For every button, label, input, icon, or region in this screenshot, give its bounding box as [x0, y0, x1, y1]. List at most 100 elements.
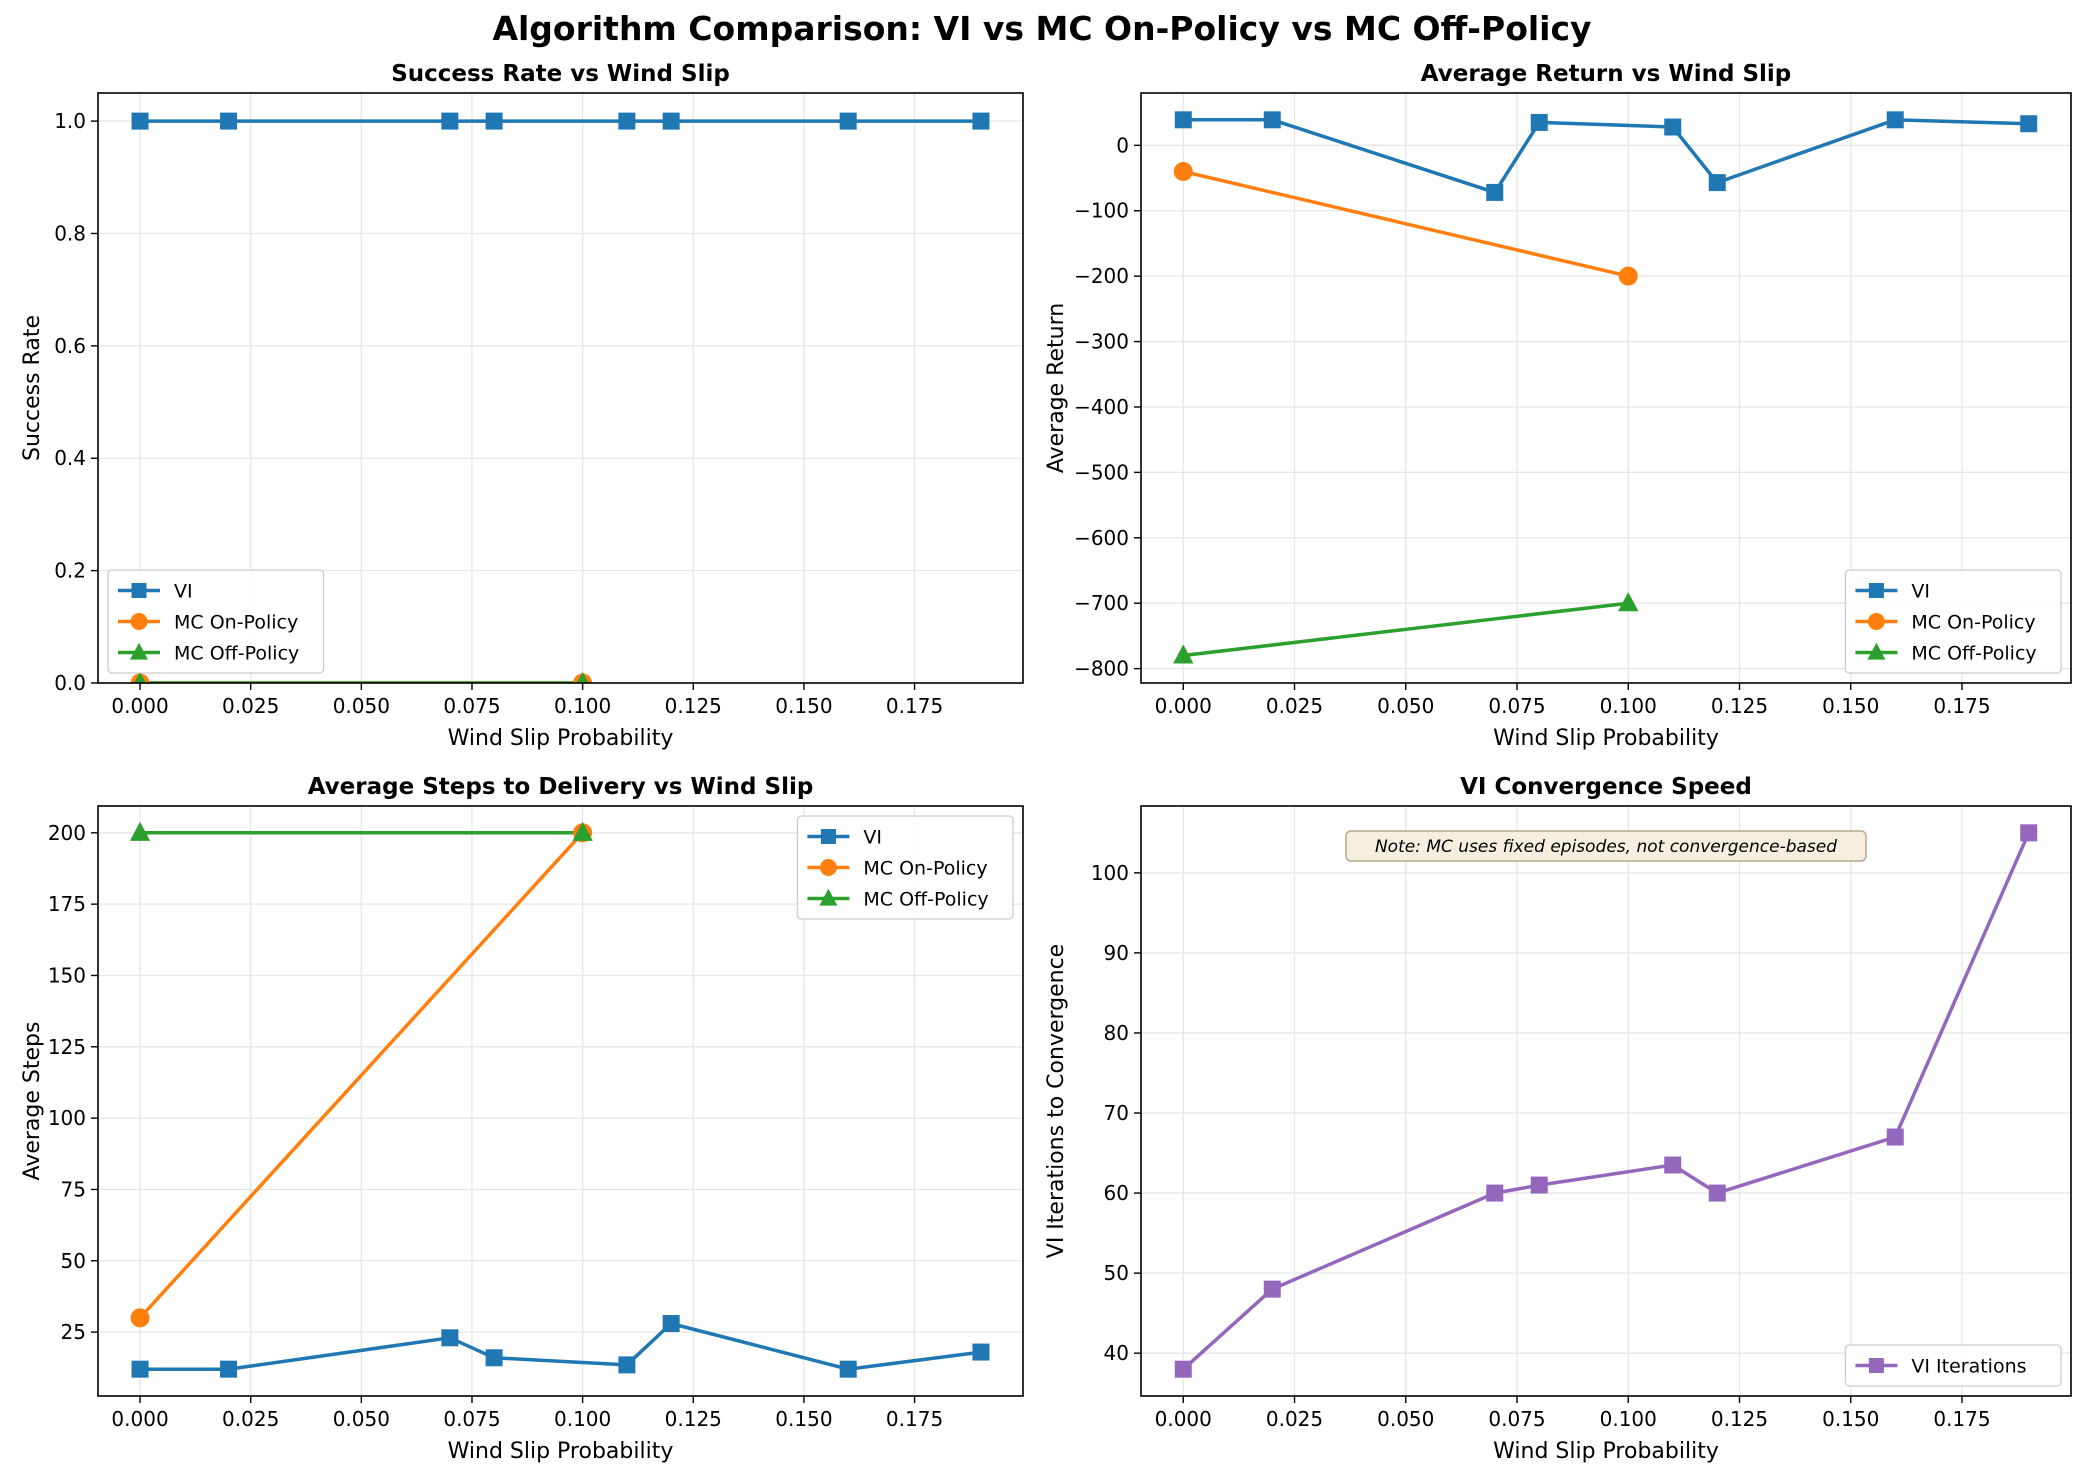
x-tick-label: 0.025	[222, 694, 279, 718]
data-point-mc-on-policy	[1618, 266, 1638, 286]
data-point-vi-iterations	[1530, 1176, 1548, 1194]
legend-marker-mc-on-policy	[130, 613, 148, 630]
legend-marker-vi	[131, 583, 147, 598]
data-point-vi	[131, 1360, 149, 1378]
annotation-text: Note: MC uses fixed episodes, not conver…	[1375, 837, 1837, 857]
y-tick-label: 90	[1104, 941, 1129, 965]
x-tick-label: 0.125	[665, 1407, 722, 1431]
y-tick-label: −300	[1074, 330, 1129, 354]
data-point-vi	[131, 112, 149, 130]
legend-label-vi: VI	[1911, 581, 1930, 603]
y-tick-label: −100	[1074, 199, 1129, 223]
y-tick-label: 40	[1104, 1341, 1129, 1365]
x-tick-label: 0.100	[1600, 1407, 1657, 1431]
data-point-vi	[839, 1360, 857, 1378]
data-point-vi	[618, 112, 636, 130]
data-layer	[1173, 111, 2038, 664]
y-tick-label: 80	[1104, 1021, 1129, 1045]
x-axis-label: Wind Slip Probability	[448, 1439, 674, 1464]
data-point-vi	[441, 112, 459, 130]
legend-marker-vi-iterations	[1868, 1358, 1884, 1373]
data-point-vi	[485, 112, 503, 130]
data-point-vi	[220, 1360, 238, 1378]
data-point-vi	[485, 1349, 503, 1367]
x-tick-label: 0.000	[111, 1407, 168, 1431]
y-tick-label: 150	[48, 963, 86, 987]
legend-label-mc-off-policy: MC Off-Policy	[174, 643, 299, 665]
x-tick-label: 0.150	[775, 694, 832, 718]
legend-marker-mc-on-policy	[1867, 613, 1885, 630]
x-axis-label: Wind Slip Probability	[448, 726, 674, 751]
data-layer	[129, 821, 990, 1378]
x-tick-label: 0.150	[1822, 1407, 1879, 1431]
data-point-vi	[662, 1315, 680, 1333]
y-tick-label: 70	[1104, 1101, 1129, 1125]
data-point-mc-off-policy	[576, 671, 589, 683]
x-tick-label: 0.050	[333, 694, 390, 718]
data-point-vi-iterations	[1174, 1360, 1192, 1378]
data-point-vi-iterations	[1886, 1128, 1904, 1146]
legend-label-mc-on-policy: MC On-Policy	[174, 612, 298, 634]
y-tick-label: 100	[1091, 861, 1129, 885]
y-tick-label: 0.4	[54, 446, 86, 470]
axes-frame	[97, 92, 1024, 684]
data-point-vi	[839, 112, 857, 130]
series-line-mc-off-policy	[1183, 601, 1629, 658]
y-tick-label: 100	[48, 1106, 86, 1130]
axes-frame	[1140, 805, 2072, 1397]
y-tick-label: 75	[61, 1177, 86, 1201]
annotation-box	[1345, 830, 1867, 862]
chart-title: Average Steps to Delivery vs Wind Slip	[308, 774, 814, 800]
data-layer	[1174, 824, 2038, 1378]
x-tick-label: 0.100	[554, 1407, 611, 1431]
data-point-vi	[1664, 118, 1682, 136]
data-point-vi	[662, 112, 680, 130]
chart-panels: 0.000 0.025 0.050 0.075 0.100 0.125 0.150 0.175…	[20, 61, 2072, 1464]
chart-return: 0.000 0.025 0.050 0.075 0.100 0.125 0.150 0.175…	[1044, 61, 2072, 751]
data-point-vi	[1886, 111, 1904, 129]
data-point-mc-off-policy	[134, 671, 146, 683]
x-tick-label: 0.100	[1600, 694, 1657, 718]
x-tick-label: 0.175	[1933, 1407, 1990, 1431]
y-tick-label: −700	[1074, 591, 1129, 615]
x-tick-label: 0.150	[1822, 694, 1879, 718]
series-line-mc-on-policy	[1182, 169, 1629, 278]
data-point-vi-iterations	[1263, 1280, 1281, 1298]
y-tick-label: 175	[48, 892, 86, 916]
x-tick-label: 0.000	[111, 694, 168, 718]
axes-frame	[1140, 92, 2072, 684]
data-point-vi	[1174, 111, 1192, 129]
x-tick-label: 0.075	[443, 1407, 500, 1431]
data-point-mc-on-policy	[130, 1308, 150, 1328]
y-tick-label: 50	[1104, 1261, 1129, 1285]
data-point-vi	[1530, 113, 1548, 131]
legend: VI MC On-Policy MC Off-Policy	[796, 815, 1014, 920]
y-tick-label: 0.8	[54, 221, 86, 245]
x-tick-label: 0.125	[1711, 694, 1768, 718]
x-tick-label: 0.175	[886, 1407, 943, 1431]
data-point-mc-on-policy	[1173, 161, 1193, 181]
legend-label-mc-on-policy: MC On-Policy	[863, 858, 987, 880]
chart-title: Success Rate vs Wind Slip	[391, 61, 730, 87]
plot-area	[1141, 806, 2071, 1396]
x-tick-label: 0.125	[1711, 1407, 1768, 1431]
chart-steps: 0.000 0.025 0.050 0.075 0.100 0.125 0.150 0.175…	[20, 774, 1024, 1464]
legend-marker-mc-off-policy	[819, 888, 838, 906]
x-tick-label: 0.175	[1933, 694, 1990, 718]
legend-marker-mc-off-policy	[130, 642, 148, 660]
chart-convergence: 0.000 0.025 0.050 0.075 0.100 0.125 0.150 0.175…	[1044, 774, 2072, 1464]
series-line-vi	[1183, 118, 2029, 195]
y-tick-label: 1.0	[54, 109, 86, 133]
data-point-vi-iterations	[1486, 1184, 1504, 1202]
legend-label-vi: VI	[863, 827, 882, 849]
data-point-vi	[1708, 174, 1726, 192]
x-tick-label: 0.050	[1377, 694, 1434, 718]
data-point-mc-off-policy	[1618, 592, 1639, 612]
series-line-vi	[140, 1321, 982, 1371]
data-point-mc-off-policy	[129, 821, 151, 841]
data-point-mc-off-policy	[1173, 644, 1194, 664]
legend-marker-vi	[820, 829, 836, 844]
x-axis-label: Wind Slip Probability	[1493, 1439, 1719, 1464]
chart-success: 0.000 0.025 0.050 0.075 0.100 0.125 0.150 0.175…	[20, 61, 1024, 751]
